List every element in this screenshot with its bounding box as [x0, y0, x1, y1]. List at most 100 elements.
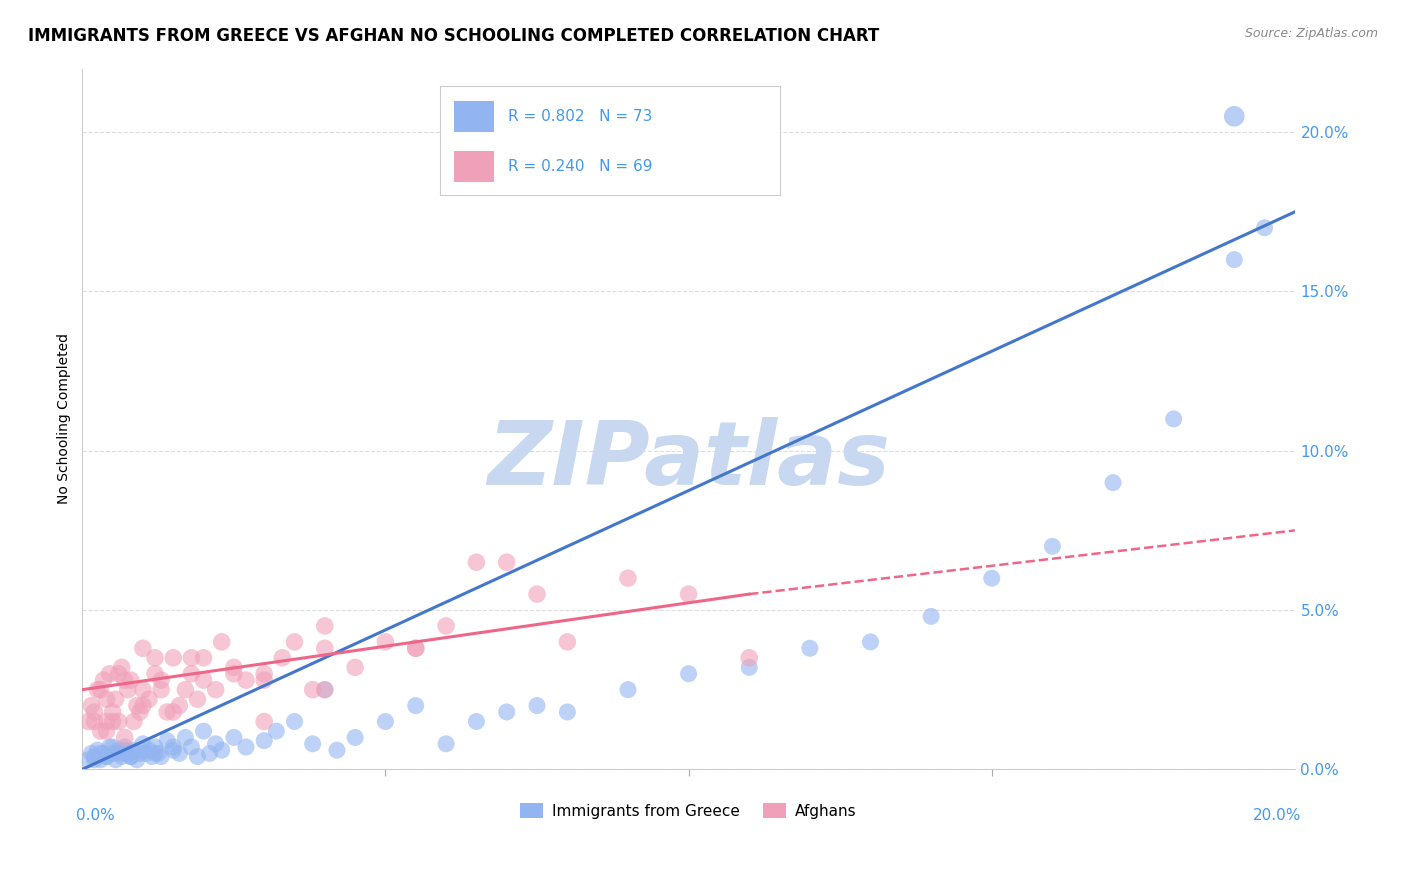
Point	[96, 714, 118, 729]
Point	[120, 673, 142, 687]
Point	[111, 749, 134, 764]
Point	[138, 743, 160, 757]
Point	[143, 666, 166, 681]
Point	[169, 747, 191, 761]
Point	[156, 705, 179, 719]
Point	[222, 731, 245, 745]
Point	[89, 747, 111, 761]
Point	[198, 747, 221, 761]
Point	[344, 660, 367, 674]
Point	[156, 733, 179, 747]
Point	[193, 650, 215, 665]
Point	[1223, 109, 1246, 123]
Point	[162, 739, 184, 754]
Point	[283, 714, 305, 729]
Point	[96, 749, 118, 764]
Point	[180, 739, 202, 754]
Point	[150, 749, 173, 764]
Point	[128, 705, 150, 719]
Point	[135, 747, 157, 761]
Point	[83, 749, 105, 764]
Point	[117, 682, 139, 697]
Point	[434, 737, 457, 751]
Point	[434, 619, 457, 633]
Point	[104, 753, 127, 767]
Point	[253, 714, 276, 729]
Point	[125, 753, 148, 767]
Text: 0.0%: 0.0%	[76, 808, 115, 822]
Legend: Immigrants from Greece, Afghans: Immigrants from Greece, Afghans	[515, 797, 863, 825]
Point	[150, 682, 173, 697]
Point	[132, 737, 155, 751]
Point	[101, 705, 124, 719]
Point	[150, 673, 173, 687]
Point	[132, 641, 155, 656]
Point	[80, 747, 103, 761]
Point	[253, 733, 276, 747]
Point	[495, 705, 517, 719]
Point	[120, 749, 142, 764]
Point	[96, 692, 118, 706]
Point	[180, 666, 202, 681]
Point	[89, 753, 111, 767]
Point	[122, 743, 145, 757]
Point	[117, 747, 139, 761]
Point	[374, 635, 396, 649]
Point	[1253, 220, 1275, 235]
Point	[405, 641, 427, 656]
Text: ZIPatlas: ZIPatlas	[486, 417, 890, 505]
Point	[859, 635, 882, 649]
Point	[96, 749, 118, 764]
Point	[120, 749, 142, 764]
Point	[301, 682, 323, 697]
Point	[128, 747, 150, 761]
Point	[193, 673, 215, 687]
Point	[465, 555, 488, 569]
Point	[465, 714, 488, 729]
Point	[143, 650, 166, 665]
Point	[344, 731, 367, 745]
Text: Source: ZipAtlas.com: Source: ZipAtlas.com	[1244, 27, 1378, 40]
Point	[193, 724, 215, 739]
Point	[138, 692, 160, 706]
Point	[1040, 539, 1063, 553]
Point	[122, 714, 145, 729]
Point	[314, 641, 336, 656]
Point	[93, 673, 115, 687]
Point	[180, 650, 202, 665]
Point	[980, 571, 1002, 585]
Point	[80, 698, 103, 713]
Point	[557, 635, 579, 649]
Point	[222, 660, 245, 674]
Point	[738, 650, 761, 665]
Point	[132, 743, 155, 757]
Point	[617, 682, 640, 697]
Point	[98, 739, 121, 754]
Point	[314, 619, 336, 633]
Point	[557, 705, 579, 719]
Point	[107, 747, 129, 761]
Point	[89, 682, 111, 697]
Point	[253, 673, 276, 687]
Point	[174, 731, 197, 745]
Point	[162, 705, 184, 719]
Point	[77, 714, 100, 729]
Point	[86, 743, 108, 757]
Point	[301, 737, 323, 751]
Point	[253, 666, 276, 681]
Point	[678, 587, 700, 601]
Point	[314, 682, 336, 697]
Point	[89, 724, 111, 739]
Point	[1163, 412, 1185, 426]
Text: #c8d8f0: #c8d8f0	[689, 453, 695, 454]
Point	[77, 753, 100, 767]
Point	[271, 650, 294, 665]
Text: 20.0%: 20.0%	[1253, 808, 1301, 822]
Point	[617, 571, 640, 585]
Point	[314, 682, 336, 697]
Point	[738, 660, 761, 674]
Point	[98, 666, 121, 681]
Point	[83, 753, 105, 767]
Point	[104, 692, 127, 706]
Point	[83, 705, 105, 719]
